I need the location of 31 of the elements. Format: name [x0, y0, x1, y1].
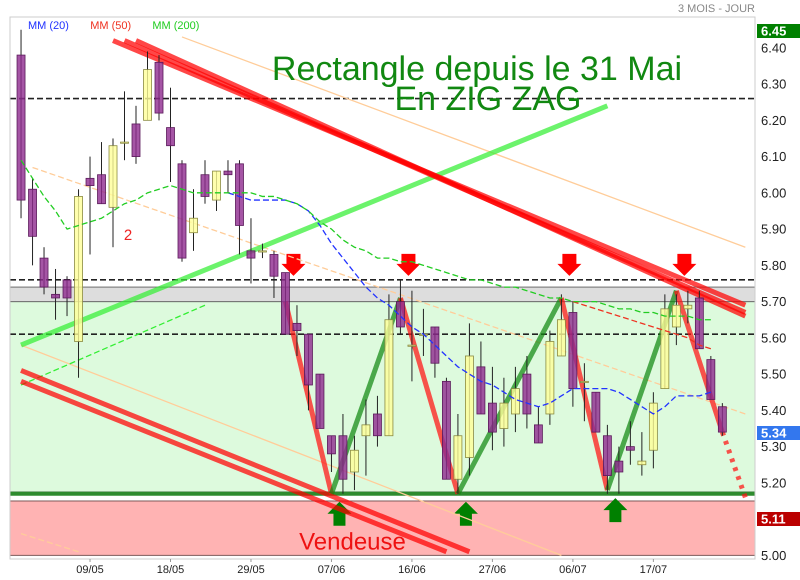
x-tick-label: 18/05	[156, 564, 184, 576]
x-tick-label: 07/06	[318, 564, 346, 576]
text: MM (50)	[90, 20, 132, 32]
y-tick-label: 6.10	[761, 149, 786, 164]
y-tick-label: 5.50	[761, 366, 786, 382]
text: MM (200)	[152, 20, 200, 32]
x-tick-label: 17/07	[640, 564, 668, 576]
y-tick-label: 5.60	[761, 330, 786, 346]
x-tick-label: 16/06	[398, 564, 426, 576]
y-tick-label: 6.40	[761, 40, 786, 56]
x-tick-label: 27/06	[478, 564, 506, 576]
y-tick-label: 6.00	[761, 185, 786, 200]
x-tick-label: 06/07	[559, 564, 587, 576]
y-tick-label: 6.20	[761, 112, 786, 128]
y-tick-label: 5.30	[761, 439, 786, 454]
x-tick-label: 09/05	[76, 564, 104, 576]
chart-subtitle: 3 MOIS - JOUR	[678, 3, 756, 15]
y-tick-label: 5.90	[761, 222, 786, 237]
y-tick-label: 6.30	[761, 76, 786, 92]
annotation: 2	[124, 227, 132, 244]
y-tick-label: 5.20	[761, 475, 786, 490]
text: 5.34	[761, 426, 788, 441]
x-tick-label: 29/05	[237, 564, 265, 576]
band-label: Vendeuse	[299, 528, 406, 556]
text: 5.11	[761, 512, 786, 527]
text: 6.45	[761, 24, 786, 39]
text: MM (20)	[28, 20, 69, 32]
y-tick-label: 5.40	[761, 402, 786, 418]
y-tick-label: 5.70	[761, 294, 786, 310]
y-tick-label: 5.00	[761, 548, 786, 563]
y-tick-label: 5.80	[761, 258, 786, 273]
